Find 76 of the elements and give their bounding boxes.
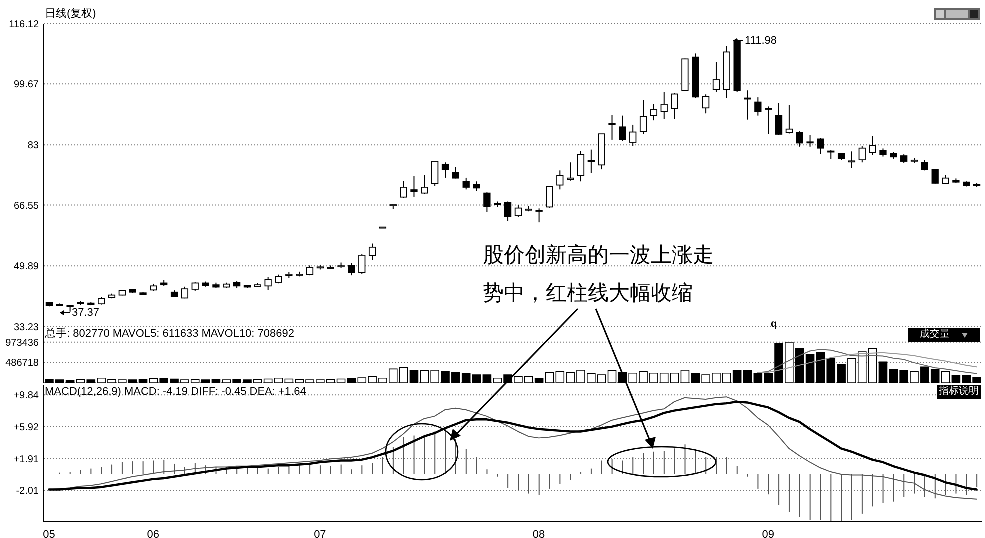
candlestick bbox=[514, 204, 522, 218]
candlestick bbox=[630, 124, 637, 147]
candlestick bbox=[786, 104, 794, 134]
candlestick bbox=[473, 181, 480, 192]
candlestick bbox=[452, 166, 460, 180]
y-tick-label: -2.01 bbox=[16, 486, 40, 498]
x-tick-label: 06 bbox=[147, 528, 160, 538]
candlestick bbox=[400, 180, 408, 199]
candlestick bbox=[775, 102, 783, 136]
candlestick bbox=[942, 174, 950, 185]
y-tick-label: 49.89 bbox=[14, 262, 40, 273]
candlestick bbox=[660, 92, 668, 120]
candlestick bbox=[192, 282, 199, 292]
candlestick bbox=[536, 208, 543, 224]
candlestick bbox=[504, 201, 512, 222]
candlestick bbox=[796, 131, 804, 148]
y-tick-label: 66.55 bbox=[14, 200, 40, 212]
selector-button: 指标说明 bbox=[937, 385, 981, 399]
x-tick-label: 07 bbox=[314, 528, 326, 538]
annotation: 成交量 bbox=[920, 328, 950, 342]
candlestick bbox=[640, 100, 648, 135]
bar bbox=[941, 371, 950, 383]
annotation: q bbox=[771, 319, 778, 330]
y-tick-label: +9.84 bbox=[14, 390, 40, 402]
annotation: 37.37 bbox=[72, 307, 100, 319]
candlestick bbox=[421, 174, 428, 195]
candlestick bbox=[442, 162, 450, 178]
candlestick bbox=[432, 160, 439, 187]
x-tick-label: 08 bbox=[532, 528, 546, 538]
candlestick bbox=[556, 170, 564, 190]
candlestick bbox=[462, 177, 470, 190]
candlestick bbox=[858, 146, 866, 164]
y-tick-label: 486718 bbox=[6, 358, 40, 370]
candlestick bbox=[368, 243, 376, 261]
x-tick-label: 05 bbox=[43, 528, 56, 538]
candlestick bbox=[264, 276, 272, 291]
bar bbox=[608, 370, 617, 383]
bar bbox=[274, 378, 284, 383]
candlestick bbox=[754, 97, 762, 116]
y-tick-label: 83 bbox=[28, 140, 40, 152]
bar bbox=[410, 370, 419, 383]
y-tick-label: +5.92 bbox=[14, 422, 40, 434]
y-tick-label: 33.23 bbox=[14, 322, 40, 334]
candlestick bbox=[806, 134, 814, 148]
bar bbox=[472, 374, 482, 383]
y-tick-label: +1.91 bbox=[14, 454, 40, 466]
bar bbox=[138, 379, 148, 383]
y-tick-label: 973436 bbox=[6, 338, 40, 349]
candlestick bbox=[619, 115, 626, 142]
candlestick bbox=[765, 106, 772, 135]
selector-button: 成交量 bbox=[908, 328, 980, 342]
chart-title: 总手: 802770 MAVOL5: 611633 MAVOL10: 708692 bbox=[45, 328, 294, 340]
candlestick bbox=[848, 151, 856, 169]
chart-title: 日线(复权) bbox=[45, 8, 96, 20]
candlestick bbox=[358, 254, 366, 275]
candlestick bbox=[546, 186, 554, 208]
y-tick-label: 116.12 bbox=[9, 20, 40, 31]
candlestick bbox=[608, 114, 616, 140]
candlestick bbox=[671, 92, 678, 120]
candlestick bbox=[932, 168, 939, 184]
candlestick bbox=[577, 150, 585, 182]
annotation: 111.98 bbox=[745, 35, 778, 47]
candlestick bbox=[484, 192, 491, 213]
annotation: 股价创新高的一波上涨走势中，红柱线大幅收缩 bbox=[483, 242, 715, 307]
chart-title: MACD(12,26,9) MACD: -4.19 DIFF: -0.45 DEA: +1.64 bbox=[45, 386, 306, 398]
candlestick bbox=[650, 104, 658, 122]
y-tick-label: 99.67 bbox=[14, 80, 40, 91]
candlestick bbox=[348, 263, 356, 276]
x-tick-label: 09 bbox=[762, 528, 774, 538]
candlestick bbox=[702, 94, 710, 114]
candlestick bbox=[817, 138, 824, 155]
bar bbox=[878, 362, 888, 383]
bar bbox=[743, 370, 752, 383]
candlestick bbox=[869, 136, 876, 156]
candlestick bbox=[410, 176, 418, 198]
candlestick bbox=[712, 62, 720, 93]
